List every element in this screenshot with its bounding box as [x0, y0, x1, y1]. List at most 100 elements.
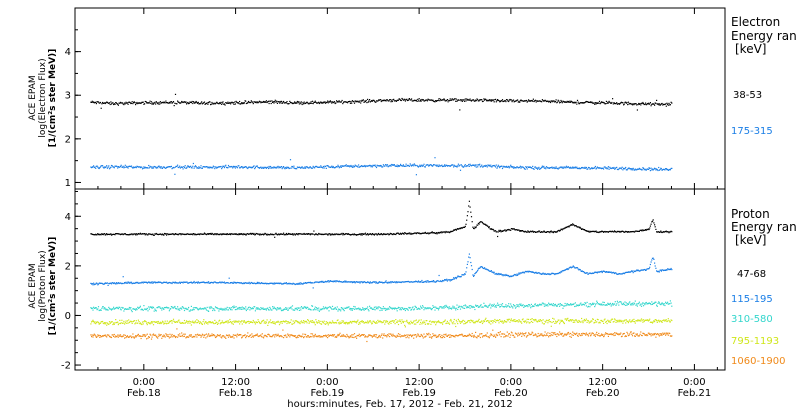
point-electron-175-315 — [420, 165, 422, 167]
point-proton-115-195 — [197, 282, 199, 284]
electron-legend-item-2: 175-315 — [731, 126, 773, 137]
point-electron-38-53 — [203, 101, 206, 103]
point-proton-115-195 — [353, 281, 355, 283]
point-proton-115-195 — [382, 282, 384, 284]
point-electron-175-315 — [311, 167, 314, 169]
point-proton-47-68 — [402, 232, 404, 234]
point-proton-795-1193 — [254, 321, 256, 324]
point-electron-38-53 — [331, 102, 333, 104]
point-proton-115-195 — [407, 280, 409, 282]
point-electron-38-53 — [358, 101, 360, 103]
point-proton-310-580 — [242, 308, 244, 310]
point-electron-38-53 — [484, 99, 486, 101]
point-proton-795-1193 — [314, 324, 316, 326]
point-electron-175-315 — [611, 167, 613, 169]
point-proton-115-195 — [654, 265, 656, 267]
point-proton-310-580 — [153, 310, 155, 312]
point-proton-115-195 — [228, 277, 230, 279]
point-proton-47-68 — [354, 234, 356, 236]
point-proton-795-1193 — [300, 321, 302, 323]
point-proton-310-580 — [481, 306, 484, 308]
point-electron-38-53 — [254, 101, 256, 103]
point-electron-175-315 — [306, 166, 308, 168]
point-electron-175-315 — [295, 168, 297, 170]
point-electron-175-315 — [232, 165, 234, 167]
point-proton-47-68 — [619, 230, 621, 233]
point-electron-38-53 — [197, 101, 199, 103]
point-proton-795-1193 — [142, 323, 144, 325]
point-electron-175-315 — [350, 164, 352, 167]
point-proton-310-580 — [152, 306, 154, 308]
point-electron-175-315 — [338, 167, 340, 169]
point-proton-47-68 — [231, 233, 233, 235]
point-proton-115-195 — [257, 282, 259, 285]
point-proton-310-580 — [622, 303, 624, 305]
point-electron-38-53 — [428, 99, 431, 101]
point-proton-115-195 — [650, 261, 652, 263]
point-proton-115-195 — [302, 283, 304, 285]
point-proton-47-68 — [100, 234, 102, 236]
point-proton-47-68 — [606, 231, 608, 233]
point-proton-310-580 — [458, 305, 460, 307]
point-proton-795-1193 — [106, 322, 108, 324]
point-electron-175-315 — [463, 166, 465, 168]
point-electron-38-53 — [137, 103, 139, 105]
point-proton-47-68 — [480, 221, 482, 223]
point-electron-175-315 — [515, 167, 517, 169]
point-proton-47-68 — [466, 215, 468, 217]
point-proton-115-195 — [598, 271, 600, 273]
point-electron-175-315 — [238, 165, 240, 167]
point-proton-310-580 — [230, 309, 232, 311]
point-proton-47-68 — [131, 233, 133, 235]
point-proton-47-68 — [203, 232, 206, 234]
point-proton-795-1193 — [226, 320, 228, 322]
point-electron-38-53 — [153, 102, 155, 104]
point-proton-310-580 — [133, 308, 135, 310]
point-proton-47-68 — [106, 233, 108, 235]
point-proton-47-68 — [117, 233, 119, 235]
point-electron-175-315 — [320, 165, 322, 167]
point-proton-310-580 — [552, 304, 554, 307]
point-electron-175-315 — [442, 165, 444, 167]
point-electron-175-315 — [278, 167, 280, 169]
point-proton-310-580 — [279, 307, 281, 309]
point-proton-310-580 — [409, 307, 411, 309]
point-electron-175-315 — [185, 167, 187, 169]
point-electron-175-315 — [487, 164, 489, 166]
point-proton-310-580 — [550, 303, 552, 306]
point-proton-115-195 — [213, 281, 215, 283]
point-proton-47-68 — [185, 233, 187, 236]
point-proton-310-580 — [564, 302, 566, 305]
point-proton-115-195 — [182, 282, 184, 284]
point-proton-115-195 — [530, 271, 532, 273]
point-electron-38-53 — [261, 101, 263, 103]
point-electron-38-53 — [525, 99, 528, 102]
point-proton-310-580 — [333, 308, 335, 310]
point-electron-175-315 — [648, 167, 650, 169]
point-proton-115-195 — [509, 276, 511, 278]
point-electron-38-53 — [448, 99, 450, 101]
point-electron-175-315 — [190, 167, 192, 169]
point-proton-795-1193 — [211, 322, 213, 324]
point-electron-175-315 — [545, 166, 548, 168]
point-proton-310-580 — [601, 304, 603, 306]
point-proton-795-1193 — [207, 323, 209, 325]
point-electron-175-315 — [94, 166, 96, 168]
point-proton-47-68 — [325, 233, 327, 235]
point-electron-38-53 — [428, 99, 430, 101]
point-proton-115-195 — [448, 279, 451, 281]
point-proton-795-1193 — [305, 320, 307, 322]
point-proton-310-580 — [175, 308, 177, 310]
point-proton-310-580 — [534, 303, 537, 305]
point-electron-38-53 — [514, 100, 516, 102]
point-electron-38-53 — [253, 101, 255, 103]
point-proton-47-68 — [494, 230, 496, 232]
point-electron-175-315 — [366, 165, 368, 167]
point-proton-795-1193 — [130, 321, 133, 323]
point-proton-310-580 — [604, 304, 606, 306]
point-electron-38-53 — [510, 99, 512, 101]
point-electron-38-53 — [134, 102, 136, 104]
point-proton-47-68 — [425, 232, 427, 234]
point-proton-310-580 — [618, 304, 620, 306]
point-proton-47-68 — [534, 231, 536, 233]
